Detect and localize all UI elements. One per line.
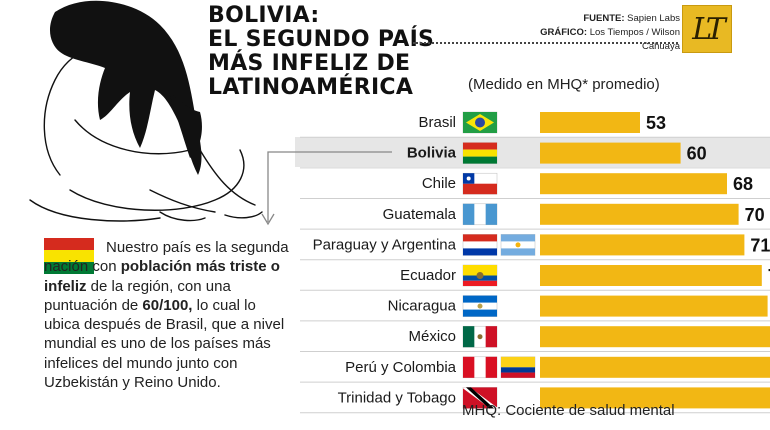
source-label: FUENTE: — [583, 13, 625, 24]
title-line: MÁS INFELIZ DE — [208, 51, 411, 76]
bar — [540, 265, 762, 286]
description-score: 60/100, — [142, 296, 193, 314]
brazil-flag-icon — [462, 111, 498, 134]
graphic-label: GRÁFICO: — [540, 27, 588, 38]
category-label: México — [408, 328, 456, 345]
category-label: Trinidad y Tobago — [338, 389, 456, 406]
category-label: Bolivia — [407, 145, 457, 162]
bar — [540, 203, 739, 225]
category-label: Chile — [422, 175, 456, 192]
category-label: Ecuador — [400, 267, 456, 284]
bar — [540, 173, 727, 195]
value-label: 68 — [733, 174, 753, 194]
title-line: LATINOAMÉRICA — [208, 75, 414, 100]
hair-shape — [49, 0, 202, 176]
title-line: EL SEGUNDO PAÍS — [208, 27, 435, 52]
bar — [540, 234, 745, 256]
bar — [540, 356, 770, 378]
bar — [540, 142, 681, 164]
footnote: MHQ: Cociente de salud mental — [462, 402, 675, 419]
nicaragua-flag-icon — [462, 295, 498, 317]
guatemala-flag-icon — [462, 203, 498, 226]
paraguay-flag-icon — [462, 234, 498, 256]
value-label: 70 — [745, 205, 765, 225]
bar — [540, 295, 768, 317]
trinidad-tobago-flag-icon — [462, 387, 498, 409]
peru-flag-icon — [462, 356, 498, 379]
value-label: 71 — [750, 235, 770, 255]
bar — [540, 112, 640, 133]
ecuador-flag-icon — [462, 264, 498, 287]
argentina-flag-icon — [500, 234, 536, 256]
colombia-flag-icon — [500, 356, 536, 379]
description-text: Nuestro país es la segunda nación con po… — [44, 239, 289, 392]
bolivia-flag-icon — [44, 238, 94, 274]
chart-subtitle: (Medido en MHQ* promedio) — [468, 76, 660, 93]
bar — [540, 326, 770, 348]
chile-flag-icon — [462, 172, 498, 195]
category-label: Brasil — [418, 114, 456, 131]
graphic-value: Los Tiempos / Wilson Cahuaya — [589, 27, 680, 52]
dotted-divider — [413, 42, 678, 44]
category-label: Nicaragua — [388, 298, 457, 315]
category-label: Perú y Colombia — [345, 359, 457, 376]
value-label: 60 — [687, 144, 707, 164]
sad-woman-illustration — [29, 0, 263, 222]
bar — [540, 387, 770, 409]
source-credits: FUENTE: Sapien Labs GRÁFICO: Los Tiempos… — [500, 12, 680, 54]
chart-title: BOLIVIA: EL SEGUNDO PAÍS MÁS INFELIZ DE … — [208, 3, 435, 100]
source-value: Sapien Labs — [627, 13, 680, 24]
description-bold: población más triste o infeliz — [44, 258, 280, 295]
mexico-flag-icon — [462, 325, 498, 348]
value-label: 74 — [768, 266, 770, 286]
category-label: Guatemala — [383, 206, 457, 223]
los-tiempos-logo: LT — [682, 5, 732, 53]
title-line: BOLIVIA: — [208, 3, 320, 28]
value-label: 53 — [646, 113, 666, 133]
bolivia-flag-icon — [462, 142, 498, 164]
category-label: Paraguay y Argentina — [313, 236, 457, 253]
